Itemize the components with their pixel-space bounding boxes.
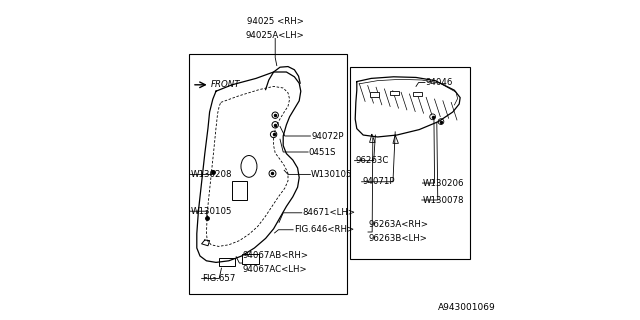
Text: 94046: 94046	[426, 78, 453, 87]
Text: W130078: W130078	[422, 196, 464, 204]
Text: W130105: W130105	[311, 170, 353, 179]
Text: 96263C: 96263C	[355, 156, 388, 165]
Text: W130208: W130208	[191, 170, 232, 179]
Text: 94025 <RH>: 94025 <RH>	[247, 17, 303, 26]
Polygon shape	[355, 77, 460, 137]
Text: 84671<LH>: 84671<LH>	[302, 208, 355, 217]
Text: 94072P: 94072P	[311, 132, 344, 140]
Text: 96263B<LH>: 96263B<LH>	[369, 234, 428, 243]
Bar	[232, 181, 248, 200]
Text: A943001069: A943001069	[438, 303, 496, 312]
Bar	[413, 92, 422, 96]
Text: 94067AC<LH>: 94067AC<LH>	[243, 265, 307, 274]
Bar	[370, 92, 379, 97]
Text: FRONT: FRONT	[211, 80, 240, 89]
Text: W130105: W130105	[191, 207, 232, 216]
Text: W130206: W130206	[423, 179, 465, 188]
Text: FIG.657: FIG.657	[202, 274, 236, 283]
Text: 0451S: 0451S	[309, 148, 336, 156]
Text: 94067AB<RH>: 94067AB<RH>	[243, 252, 308, 260]
Text: FIG.646<RH>: FIG.646<RH>	[294, 225, 354, 234]
Bar	[390, 91, 399, 95]
Text: 94025A<LH>: 94025A<LH>	[246, 31, 305, 40]
Text: 94071P: 94071P	[362, 177, 395, 186]
Bar	[189, 54, 348, 294]
Bar	[351, 67, 470, 259]
Text: 96263A<RH>: 96263A<RH>	[369, 220, 429, 229]
